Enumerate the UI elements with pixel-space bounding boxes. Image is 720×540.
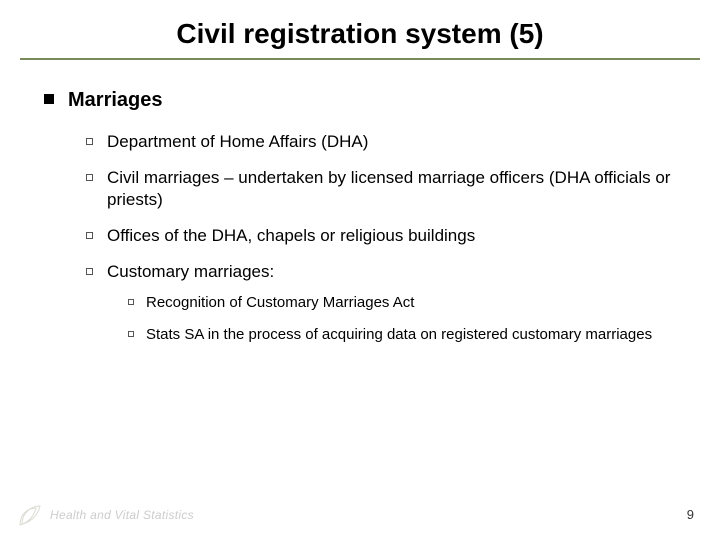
list-item-text: Customary marriages: — [107, 261, 274, 283]
hollow-square-bullet-icon — [86, 174, 93, 181]
list-item-text: Civil marriages – undertaken by licensed… — [107, 167, 684, 211]
list-item: Customary marriages: — [86, 261, 684, 283]
list-item: Offices of the DHA, chapels or religious… — [86, 225, 684, 247]
level3-list: Recognition of Customary Marriages Act S… — [128, 293, 684, 344]
list-item-text: Department of Home Affairs (DHA) — [107, 131, 368, 153]
hollow-square-bullet-icon — [128, 331, 134, 337]
section-heading: Marriages — [68, 88, 163, 113]
sub-list-item-text: Stats SA in the process of acquiring dat… — [146, 325, 652, 345]
list-item-text: Offices of the DHA, chapels or religious… — [107, 225, 475, 247]
sub-list-item-text: Recognition of Customary Marriages Act — [146, 293, 414, 313]
slide: Civil registration system (5) Marriages … — [0, 0, 720, 540]
footer: Health and Vital Statistics 9 — [0, 496, 720, 526]
slide-title: Civil registration system (5) — [0, 18, 720, 58]
hollow-square-bullet-icon — [86, 138, 93, 145]
footer-logo: Health and Vital Statistics — [18, 504, 194, 526]
sub-list-item: Stats SA in the process of acquiring dat… — [128, 325, 684, 345]
hollow-square-bullet-icon — [86, 232, 93, 239]
leaf-icon — [18, 504, 42, 526]
list-item: Department of Home Affairs (DHA) — [86, 131, 684, 153]
section-heading-row: Marriages — [44, 88, 684, 113]
hollow-square-bullet-icon — [128, 299, 134, 305]
sub-list-item: Recognition of Customary Marriages Act — [128, 293, 684, 313]
content-area: Marriages Department of Home Affairs (DH… — [0, 60, 720, 344]
list-item: Civil marriages – undertaken by licensed… — [86, 167, 684, 211]
square-bullet-icon — [44, 94, 54, 104]
level2-list: Department of Home Affairs (DHA) Civil m… — [86, 131, 684, 344]
page-number: 9 — [687, 507, 694, 522]
hollow-square-bullet-icon — [86, 268, 93, 275]
footer-brand: Health and Vital Statistics — [50, 508, 194, 522]
